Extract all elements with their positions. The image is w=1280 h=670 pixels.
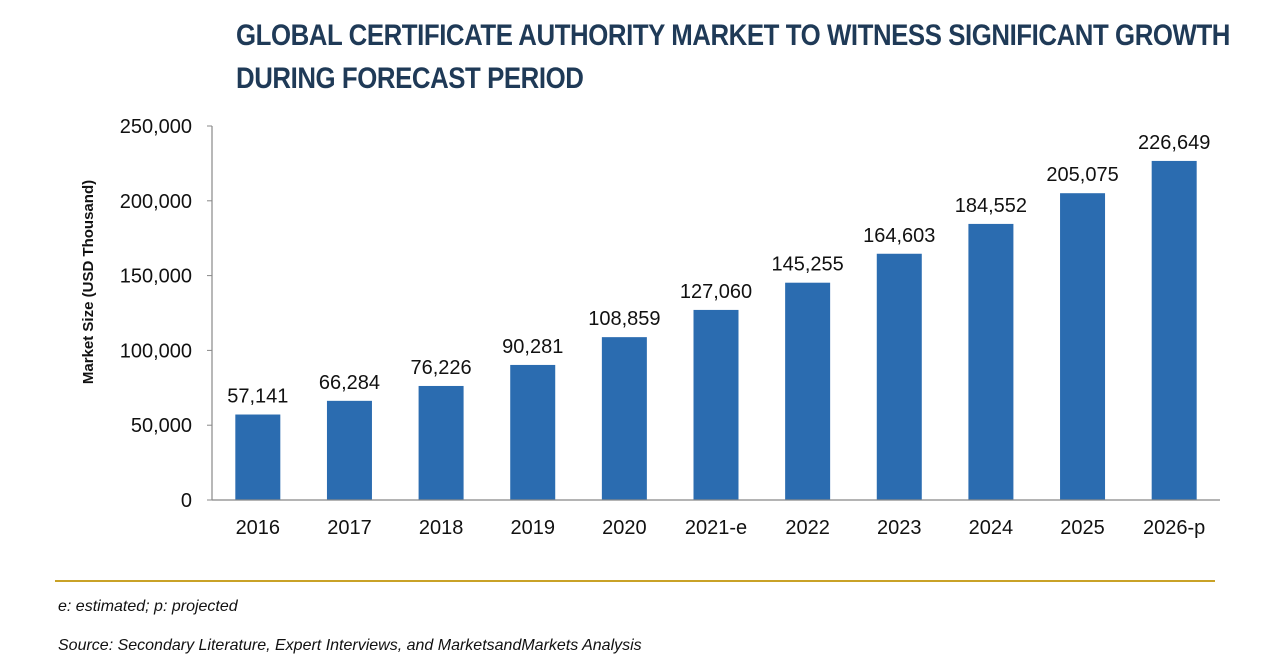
- bar-value-label: 205,075: [1046, 164, 1118, 186]
- y-tick-label: 200,000: [120, 191, 192, 213]
- chart-title: GLOBAL CERTIFICATE AUTHORITY MARKET TO W…: [236, 14, 1230, 100]
- bar-value-label: 66,284: [319, 372, 380, 394]
- source-note: Source: Secondary Literature, Expert Int…: [58, 637, 642, 654]
- bar: [785, 282, 831, 500]
- y-tick-label: 50,000: [131, 415, 192, 437]
- bars: [235, 160, 1197, 500]
- y-tick-label: 100,000: [120, 340, 192, 362]
- bar-chart: 0 50,000 100,000 150,000 200,000 250,000 57,1…: [80, 116, 1220, 539]
- bar-value-label: 76,226: [411, 357, 472, 379]
- bar-value-label: 57,141: [227, 386, 288, 408]
- bar: [326, 400, 372, 500]
- bar-value-label: 127,060: [680, 281, 752, 303]
- x-tick-label: 2026-p: [1143, 517, 1205, 539]
- bar: [693, 309, 739, 500]
- bar-value-label: 145,255: [771, 254, 843, 276]
- bar: [876, 253, 922, 500]
- x-tick-label: 2021-e: [685, 517, 747, 539]
- bar: [235, 414, 281, 500]
- bar: [601, 337, 647, 500]
- y-tick-label: 250,000: [120, 116, 192, 138]
- bar: [418, 385, 464, 500]
- x-axis: 2016 2017 2018 2019 2020 2021-e 2022 2023 2024 20…: [212, 499, 1220, 539]
- x-tick-label: 2016: [236, 517, 281, 539]
- chart-title-line-1: GLOBAL CERTIFICATE AUTHORITY MARKET TO W…: [236, 19, 1230, 52]
- y-tick-label: 0: [181, 490, 192, 512]
- legend-note: e: estimated; p: projected: [58, 598, 238, 615]
- bar-value-label: 108,859: [588, 308, 660, 330]
- chart-title-line-2: DURING FORECAST PERIOD: [236, 62, 584, 95]
- bar-value-label: 184,552: [955, 195, 1027, 217]
- x-tick-label: 2017: [327, 517, 372, 539]
- bar: [968, 223, 1014, 500]
- x-tick-label: 2018: [419, 517, 464, 539]
- bar: [510, 364, 556, 500]
- y-axis-label: Market Size (USD Thousand): [80, 180, 97, 384]
- footer-divider: [55, 580, 1215, 582]
- x-tick-label: 2023: [877, 517, 922, 539]
- x-tick-label: 2022: [785, 517, 830, 539]
- x-tick-label: 2020: [602, 517, 647, 539]
- bar: [1060, 193, 1106, 500]
- x-tick-label: 2024: [969, 517, 1014, 539]
- y-axis: 0 50,000 100,000 150,000 200,000 250,000: [120, 116, 213, 512]
- bar-value-label: 164,603: [863, 225, 935, 247]
- bar: [1151, 160, 1197, 500]
- value-labels: 57,141 66,284 76,226 90,281 108,859 127,060 14…: [227, 132, 1210, 408]
- bar-value-label: 226,649: [1138, 132, 1210, 154]
- bar-value-label: 90,281: [502, 336, 563, 358]
- x-tick-label: 2019: [510, 517, 555, 539]
- y-tick-label: 150,000: [120, 266, 192, 288]
- x-tick-label: 2025: [1060, 517, 1105, 539]
